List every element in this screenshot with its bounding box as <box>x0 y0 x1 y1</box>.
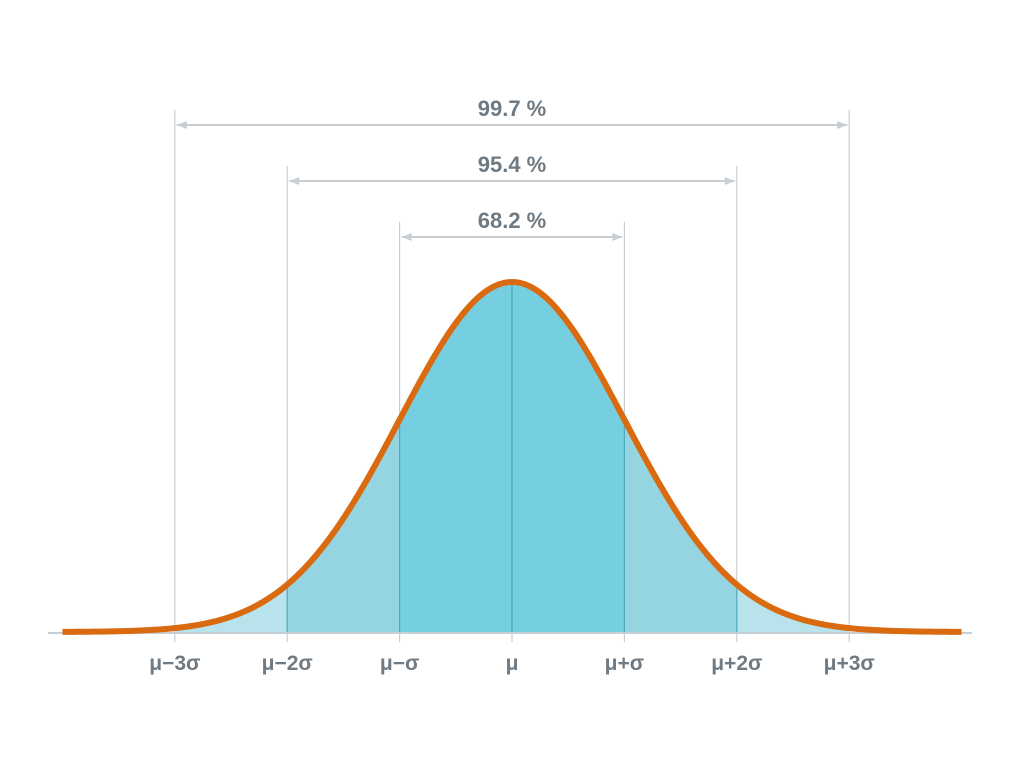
arrow-head-left <box>176 121 187 129</box>
arrow-head-right <box>724 177 735 185</box>
tick-label: μ−σ <box>380 652 419 675</box>
interval-label: 95.4 % <box>478 152 547 177</box>
arrow-head-left <box>289 177 300 185</box>
tick-label: μ+3σ <box>824 652 875 675</box>
tick-label: μ−3σ <box>149 652 200 675</box>
interval-label: 99.7 % <box>478 96 547 121</box>
area-band <box>736 584 850 632</box>
tick-label: μ+σ <box>605 652 644 675</box>
normal-curve <box>61 279 963 635</box>
arrow-head-left <box>401 233 412 241</box>
area-band <box>174 584 288 632</box>
arrow-head-right <box>837 121 848 129</box>
interval-label: 68.2 % <box>478 208 547 233</box>
arrow-head-right <box>612 233 623 241</box>
tick-label: μ−2σ <box>262 652 313 675</box>
tick-label: μ <box>506 652 519 675</box>
tick-label: μ+2σ <box>711 652 762 675</box>
